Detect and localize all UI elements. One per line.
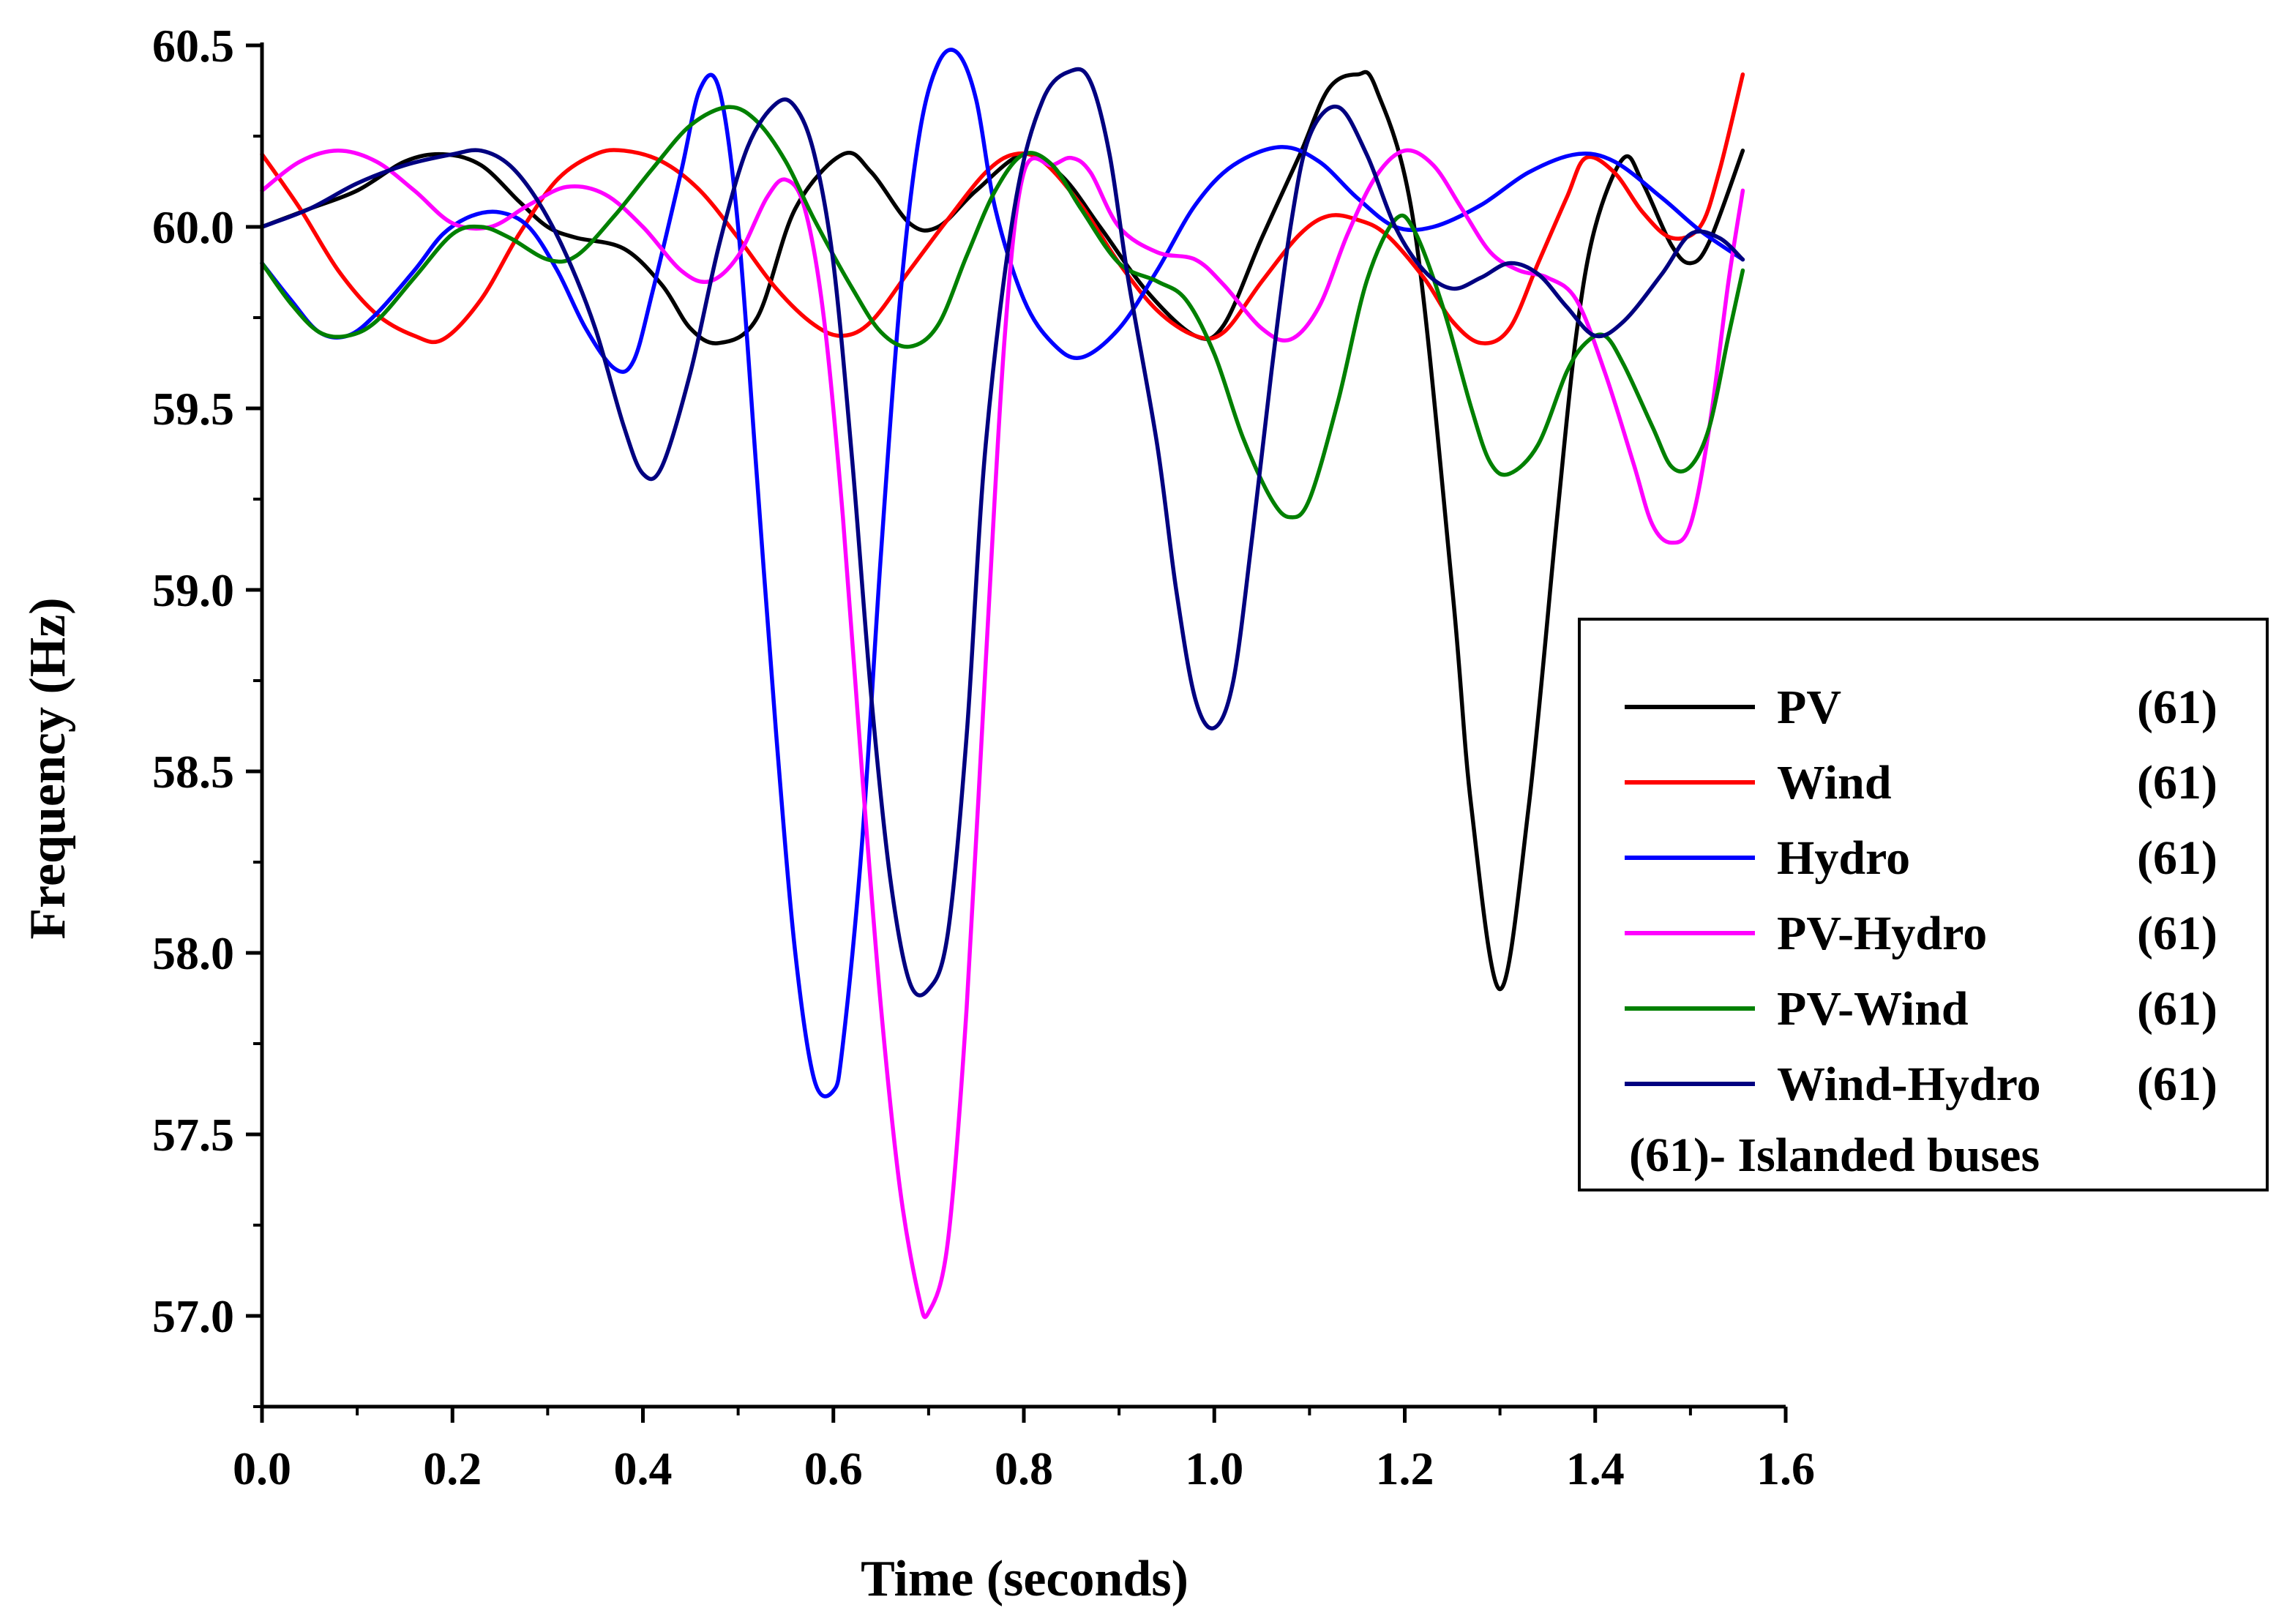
legend-tag: (61)	[2137, 681, 2217, 734]
series-line-wind	[260, 72, 1745, 345]
x-ticks: 0.0 0.2 0.4 0.6 0.8 1.0 1.2 1.4 1.6	[233, 1407, 1815, 1494]
legend-tag: (61)	[2137, 982, 2217, 1036]
legend-note: (61)- Islanded buses	[1629, 1129, 2040, 1182]
y-tick-label: 59.5	[152, 383, 234, 435]
legend-label-wind: Wind	[1777, 756, 1892, 809]
y-axis-title: Frequency (Hz)	[20, 597, 76, 939]
y-ticks: 57.0 57.5 58.0 58.5 59.0 59.5 60.0 60.5	[152, 20, 262, 1408]
x-tick-label: 0.6	[804, 1442, 863, 1494]
legend-label-pv: PV	[1777, 681, 1841, 734]
x-tick-label: 0.0	[233, 1442, 291, 1494]
series-line-wind-hydro	[260, 67, 1745, 998]
y-tick-label: 57.0	[152, 1290, 234, 1342]
legend-tag: (61)	[2137, 907, 2217, 960]
legend-label-pv-hydro: PV-Hydro	[1777, 907, 1987, 960]
legend-label-hydro: Hydro	[1777, 831, 1910, 885]
x-tick-label: 0.8	[995, 1442, 1053, 1494]
y-tick-label: 58.5	[152, 746, 234, 798]
x-tick-label: 1.2	[1376, 1442, 1434, 1494]
x-tick-label: 0.4	[614, 1442, 673, 1494]
legend-tag: (61)	[2137, 831, 2217, 885]
y-tick-label: 60.5	[152, 20, 234, 72]
series-line-pv	[260, 70, 1745, 992]
legend-items: PV (61) Wind (61) Hydro (61) PV-Hydro (61) PV-Wi…	[1625, 681, 2217, 1111]
x-tick-label: 0.2	[423, 1442, 482, 1494]
y-tick-label: 57.5	[152, 1109, 234, 1161]
x-axis-title: Time (seconds)	[861, 1551, 1188, 1607]
y-tick-label: 59.0	[152, 564, 234, 616]
legend-label-wind-hydro: Wind-Hydro	[1777, 1058, 2041, 1111]
series-line-hydro	[260, 48, 1745, 1099]
y-tick-label: 58.0	[152, 927, 234, 979]
x-tick-label: 1.0	[1185, 1442, 1243, 1494]
plot-lines	[260, 48, 1745, 1320]
series-line-pv-hydro	[260, 148, 1745, 1320]
y-tick-label: 60.0	[152, 201, 234, 253]
x-tick-label: 1.6	[1756, 1442, 1815, 1494]
legend-tag: (61)	[2137, 756, 2217, 809]
legend-label-pv-wind: PV-Wind	[1777, 982, 1969, 1036]
legend-box	[1578, 618, 2269, 1191]
legend-tag: (61)	[2137, 1058, 2217, 1111]
x-tick-label: 1.4	[1566, 1442, 1625, 1494]
